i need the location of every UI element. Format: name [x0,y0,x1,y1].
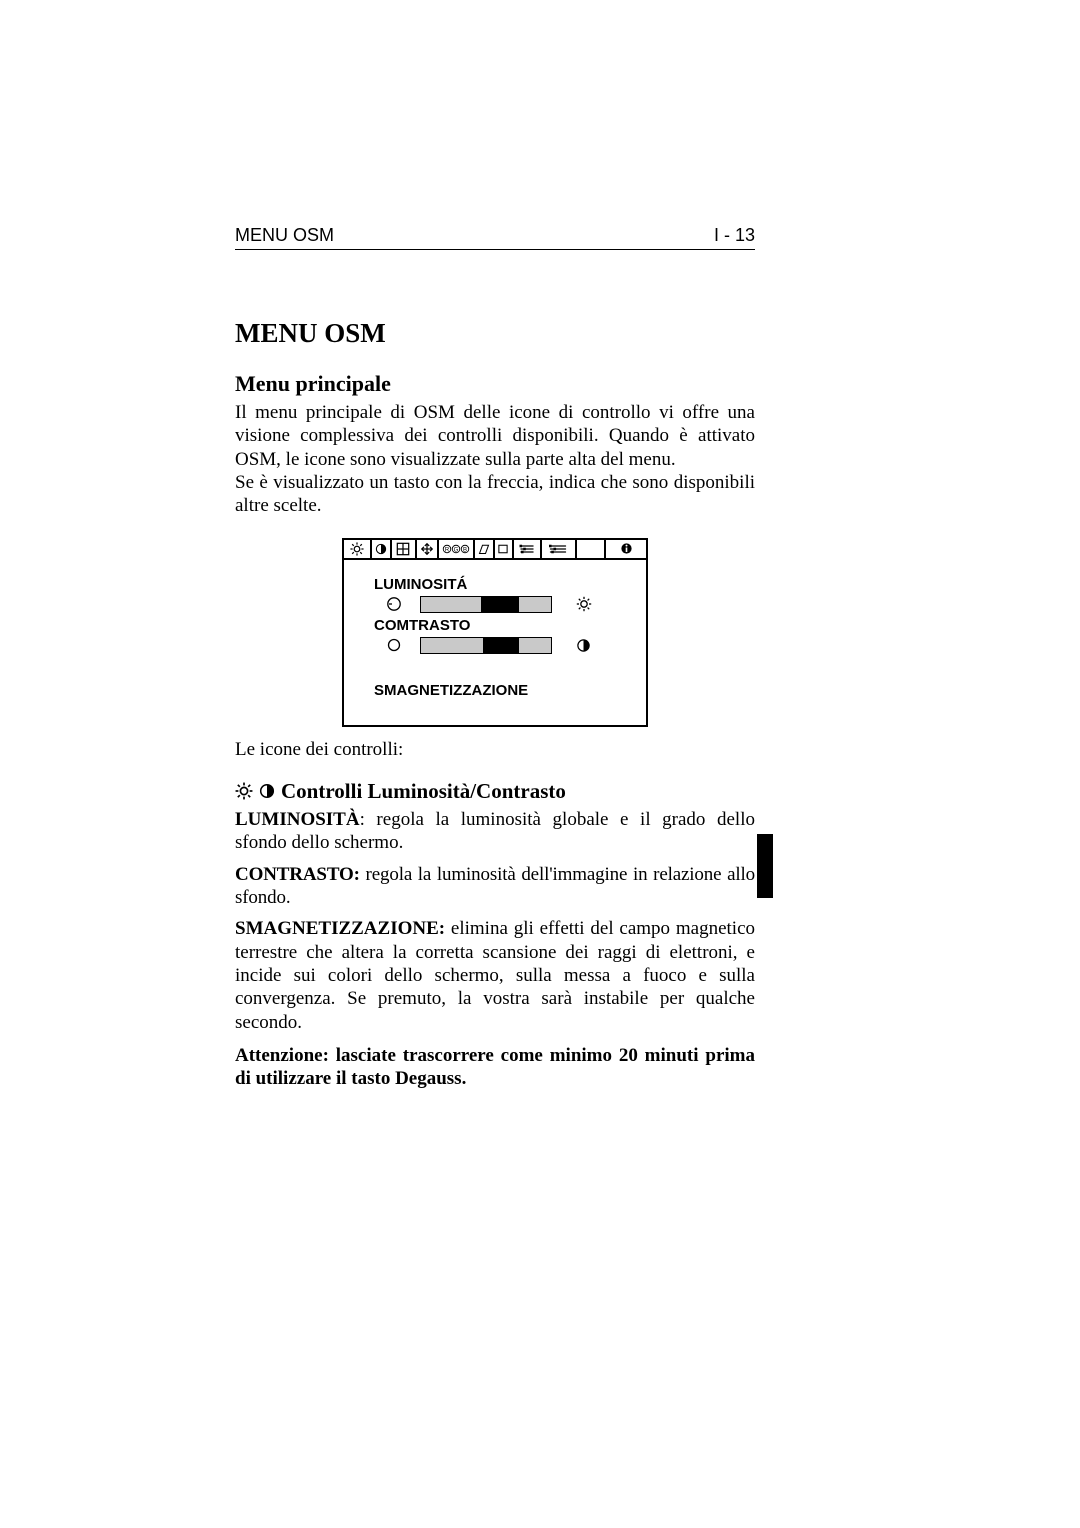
tab-move[interactable] [417,540,440,558]
grid-icon [396,542,410,556]
controls-heading-text: Controlli Luminosità/Contrasto [281,779,566,804]
controls-heading: Controlli Luminosità/Contrasto [235,779,755,804]
tools1-icon [518,543,536,555]
geometry2-icon [497,543,509,555]
rgb-icon: RGB [442,543,470,555]
tab-tools2[interactable] [542,540,577,558]
tab-tools1[interactable] [514,540,542,558]
header-left: MENU OSM [235,225,334,246]
definition-contrasto: CONTRASTO: regola la luminosità dell'imm… [235,863,755,910]
brightness-high-icon [576,596,592,612]
contrast-icon [259,783,275,799]
header-rule [235,249,755,250]
definition-luminosita: LUMINOSITÀ: regola la luminosità globale… [235,808,755,855]
osm-tab-bar: RGB [344,540,646,560]
intro-paragraph-1: Il menu principale di OSM delle icone di… [235,401,755,471]
osm-menu-box: RGB [342,538,648,727]
term-luminosita: LUMINOSITÀ [235,809,360,830]
tools2-icon [547,543,569,555]
term-contrasto: CONTRASTO: [235,864,360,885]
warning-text: Attenzione: lasciate trascorrere come mi… [235,1044,755,1091]
tab-rgb[interactable]: RGB [439,540,475,558]
brightness-low-icon [386,596,402,612]
smagnet-label: SMAGNETIZZAZIONE [374,682,628,699]
tab-geometry1[interactable] [475,540,495,558]
page-thumb-tab [757,834,773,898]
header-right: I - 13 [714,225,755,246]
contrast-low-icon [386,637,402,653]
icons-caption: Le icone dei controlli: [235,739,755,761]
page-title: MENU OSM [235,318,755,349]
contrasto-fill [483,638,519,653]
page: MENU OSM I - 13 MENU OSM Menu principale… [0,0,1080,1528]
sun-icon [350,542,364,556]
svg-text:R: R [445,547,450,553]
tab-sun[interactable] [344,540,372,558]
tab-contrast[interactable] [372,540,392,558]
tab-geometry2[interactable] [495,540,514,558]
contrasto-row [374,637,628,654]
intro-paragraph-2: Se è visualizzato un tasto con la frecci… [235,471,755,518]
subsection-title: Menu principale [235,371,755,397]
luminosita-label: LUMINOSITÁ [374,576,628,593]
tab-info[interactable] [606,540,646,558]
tab-blank[interactable] [577,540,606,558]
definition-smagnet: SMAGNETIZZAZIONE: elimina gli effetti de… [235,917,755,1034]
running-header: MENU OSM I - 13 [235,225,755,246]
svg-text:B: B [463,547,467,553]
contrasto-label: COMTRASTO [374,617,628,634]
info-icon [620,542,633,555]
term-smagnet: SMAGNETIZZAZIONE: [235,918,445,939]
content-column: MENU OSM I - 13 MENU OSM Menu principale… [235,225,755,1091]
osm-body: LUMINOSITÁ COMTRASTO [344,560,646,725]
contrasto-slider[interactable] [420,637,552,654]
luminosita-slider[interactable] [420,596,552,613]
geometry1-icon [478,543,490,555]
sun-icon [235,782,253,800]
contrast-icon [375,543,387,555]
svg-text:G: G [454,547,459,553]
luminosita-fill [481,597,519,612]
move-icon [420,542,434,556]
tab-position[interactable] [392,540,417,558]
luminosita-row [374,596,628,613]
contrast-high-icon [576,638,591,653]
